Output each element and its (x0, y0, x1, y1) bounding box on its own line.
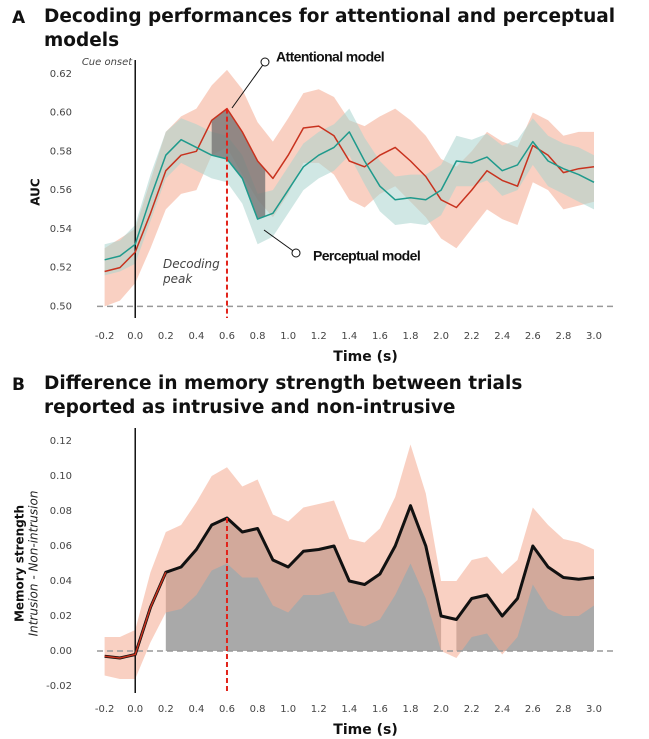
confidence-band (104, 444, 594, 679)
x-tick-label: 0.2 (158, 331, 174, 342)
y-tick-label: 0.52 (50, 263, 72, 274)
y-axis-label: AUC (29, 178, 43, 206)
x-tick-label: 2.0 (433, 331, 449, 342)
y-tick-label: 0.62 (50, 69, 72, 80)
y-tick-label: 0.08 (50, 506, 72, 517)
x-tick-label: 0.0 (127, 331, 143, 342)
chart-title: Difference in memory strength between tr… (44, 373, 523, 418)
x-tick-label: 1.4 (341, 331, 357, 342)
x-tick-label: 0.4 (188, 331, 204, 342)
x-axis-label: Time (s) (333, 722, 397, 738)
y-tick-label: 0.02 (50, 611, 72, 622)
x-tick-label: 1.4 (341, 704, 357, 715)
y-tick-label: 0.50 (50, 301, 72, 312)
y-tick-label: -0.02 (46, 681, 72, 692)
x-tick-label: 1.8 (403, 704, 419, 715)
x-tick-label: -0.2 (95, 331, 115, 342)
cue-onset-label: Cue onset (82, 57, 133, 68)
x-tick-label: -0.2 (95, 704, 115, 715)
x-tick-label: 2.6 (525, 704, 541, 715)
panel-label: B (12, 375, 25, 395)
x-tick-label: 0.2 (158, 704, 174, 715)
series-label: Attentional model (276, 49, 384, 65)
y-tick-label: 0.06 (50, 541, 72, 552)
x-tick-label: 1.6 (372, 331, 388, 342)
x-tick-label: 2.8 (555, 331, 571, 342)
series-line-lead (104, 571, 167, 659)
x-tick-label: 0.8 (250, 331, 266, 342)
y-tick-label: 0.12 (50, 436, 72, 447)
y-axis-sublabel: Intrusion - Non-intrusion (27, 491, 41, 637)
x-tick-label: 2.2 (464, 704, 480, 715)
callout-dot (260, 57, 270, 67)
chart-title: Decoding performances for attentional an… (44, 6, 616, 51)
x-tick-label: 3.0 (586, 331, 602, 342)
x-tick-label: 1.2 (311, 331, 327, 342)
y-tick-label: 0.56 (50, 185, 72, 196)
callout-dot (291, 248, 301, 258)
x-tick-label: 1.0 (280, 704, 296, 715)
x-tick-label: 2.0 (433, 704, 449, 715)
x-tick-label: 0.4 (188, 704, 204, 715)
series-line (104, 107, 595, 273)
highlight-area (211, 108, 266, 220)
panel-label: A (12, 8, 26, 28)
y-tick-label: 0.00 (50, 646, 72, 657)
x-tick-label: 3.0 (586, 704, 602, 715)
y-tick-label: 0.60 (50, 108, 72, 119)
series-line (104, 504, 595, 660)
x-tick-label: 2.6 (525, 331, 541, 342)
x-tick-label: 0.8 (250, 704, 266, 715)
x-axis-label: Time (s) (333, 349, 397, 365)
x-tick-label: 2.2 (464, 331, 480, 342)
series-line (104, 131, 595, 261)
x-tick-label: 2.4 (494, 331, 510, 342)
x-tick-label: 2.8 (555, 704, 571, 715)
callout-line (263, 229, 297, 254)
x-tick-label: 1.2 (311, 704, 327, 715)
x-tick-label: 1.6 (372, 704, 388, 715)
x-tick-label: 0.6 (219, 704, 235, 715)
x-tick-label: 0.6 (219, 331, 235, 342)
y-axis-label: Memory strength (13, 505, 27, 622)
y-tick-label: 0.58 (50, 146, 72, 157)
x-tick-label: 1.0 (280, 331, 296, 342)
series-label: Perceptual model (313, 248, 420, 264)
peak-note: Decoding peak (163, 257, 220, 286)
y-tick-label: 0.10 (50, 471, 72, 482)
x-tick-label: 2.4 (494, 704, 510, 715)
y-tick-label: 0.04 (50, 576, 72, 587)
y-tick-label: 0.54 (50, 224, 72, 235)
x-tick-label: 1.8 (403, 331, 419, 342)
x-tick-label: 0.0 (127, 704, 143, 715)
callout-line (231, 61, 266, 109)
